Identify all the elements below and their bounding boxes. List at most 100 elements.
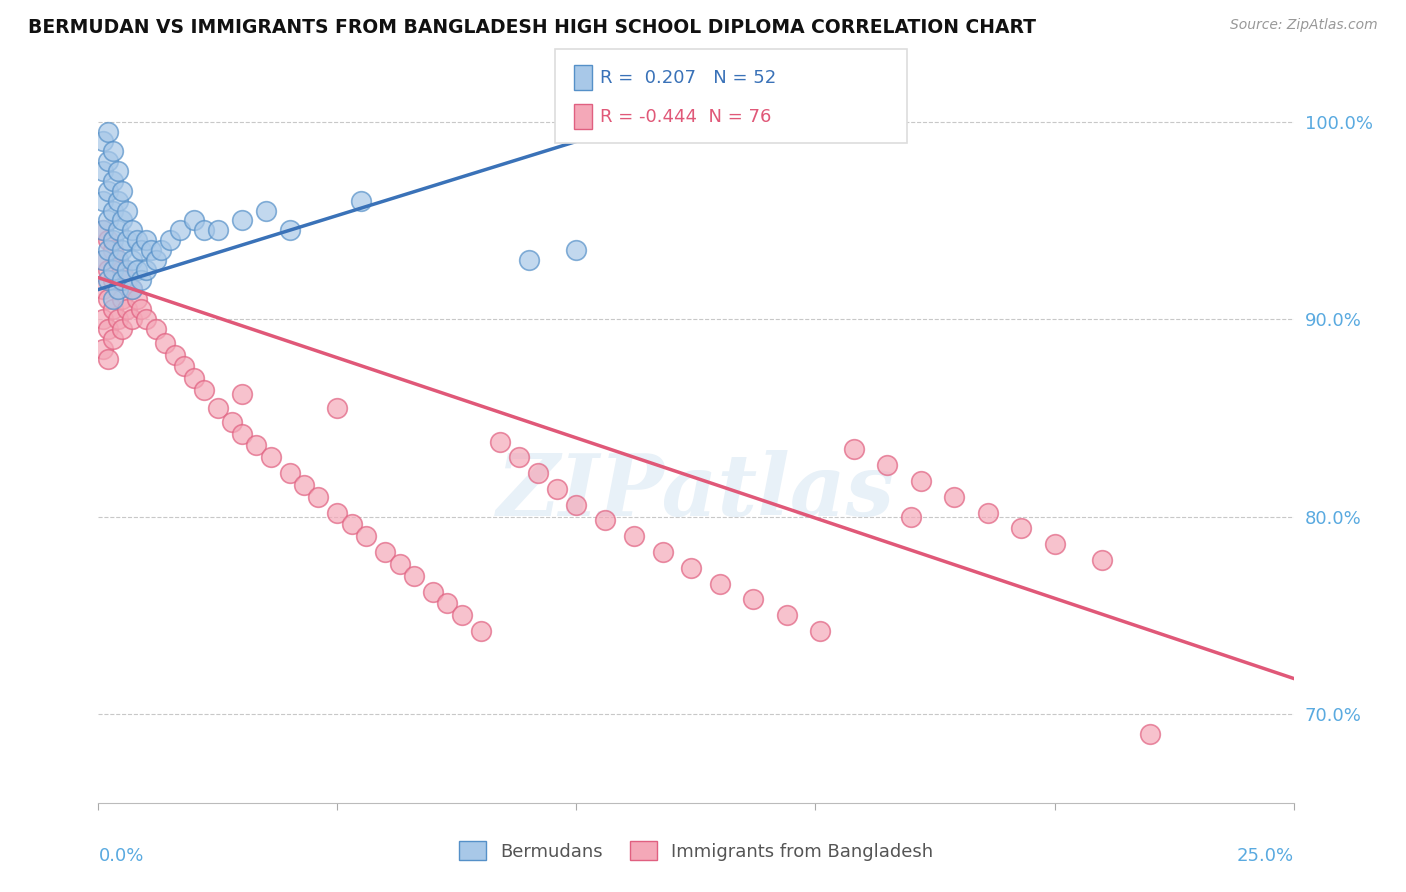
Point [111,293,134,307]
Point [125,293,148,307]
Point [97,322,120,336]
Point [125,262,148,277]
Point [97,243,120,257]
Point [135,233,157,247]
Point [565,498,588,512]
Point [97,272,120,286]
Point [254,203,277,218]
Point [97,262,120,277]
Point [101,233,124,247]
Point [107,283,129,297]
Point [976,506,998,520]
Point [97,154,120,169]
Point [111,184,134,198]
Point [97,184,120,198]
Point [354,529,377,543]
Point [565,243,588,257]
Point [436,596,458,610]
Text: R =  0.207   N = 52: R = 0.207 N = 52 [600,69,776,87]
Point [193,223,215,237]
Point [340,517,363,532]
Point [278,466,301,480]
Point [231,213,253,227]
Point [808,624,831,638]
Point [115,203,138,218]
Point [193,383,215,397]
Point [91,283,114,297]
Point [183,371,205,385]
Point [139,243,162,257]
Point [183,213,205,227]
Y-axis label: High School Diploma: High School Diploma [0,339,8,526]
Point [101,203,124,218]
Point [326,401,349,415]
Point [135,262,157,277]
Point [623,529,645,543]
Point [207,223,229,237]
Point [107,223,129,237]
Point [231,387,253,401]
Point [1139,727,1161,741]
Point [97,124,120,138]
Point [101,332,124,346]
Point [121,283,143,297]
Point [374,545,396,559]
Point [101,262,124,277]
Point [1091,553,1114,567]
Point [121,312,143,326]
Point [900,509,922,524]
Point [107,312,129,326]
Text: R = -0.444  N = 76: R = -0.444 N = 76 [600,108,772,126]
Point [546,482,568,496]
Point [131,243,153,257]
Point [910,474,932,488]
Point [91,223,114,237]
Point [422,584,444,599]
Point [145,322,167,336]
Point [149,243,172,257]
Point [107,252,129,267]
Point [489,434,512,449]
Point [776,608,799,623]
Point [709,576,731,591]
Text: 0.0%: 0.0% [98,847,143,865]
Point [115,272,138,286]
Point [876,458,898,473]
Point [1043,537,1066,551]
Point [91,164,114,178]
Point [91,223,114,237]
Point [517,252,540,267]
Point [107,252,129,267]
Point [101,145,124,159]
Point [943,490,966,504]
Point [135,312,157,326]
Point [842,442,865,457]
Point [527,466,550,480]
Text: ZIPatlas: ZIPatlas [496,450,896,533]
Point [91,252,114,267]
Point [91,342,114,356]
Legend: Bermudans, Immigrants from Bangladesh: Bermudans, Immigrants from Bangladesh [451,834,941,868]
Point [107,194,129,208]
Point [173,359,195,374]
Point [111,272,134,286]
Point [115,233,138,247]
Point [97,233,120,247]
Point [101,243,124,257]
Point [207,401,229,415]
Point [307,490,329,504]
Point [91,135,114,149]
Point [402,568,425,582]
Point [107,164,129,178]
Point [97,293,120,307]
Point [388,557,411,571]
Point [101,174,124,188]
Point [742,592,765,607]
Point [107,283,129,297]
Point [121,252,143,267]
Point [121,283,143,297]
Point [221,415,243,429]
Text: BERMUDAN VS IMMIGRANTS FROM BANGLADESH HIGH SCHOOL DIPLOMA CORRELATION CHART: BERMUDAN VS IMMIGRANTS FROM BANGLADESH H… [28,18,1036,37]
Point [115,302,138,317]
Point [101,293,124,307]
